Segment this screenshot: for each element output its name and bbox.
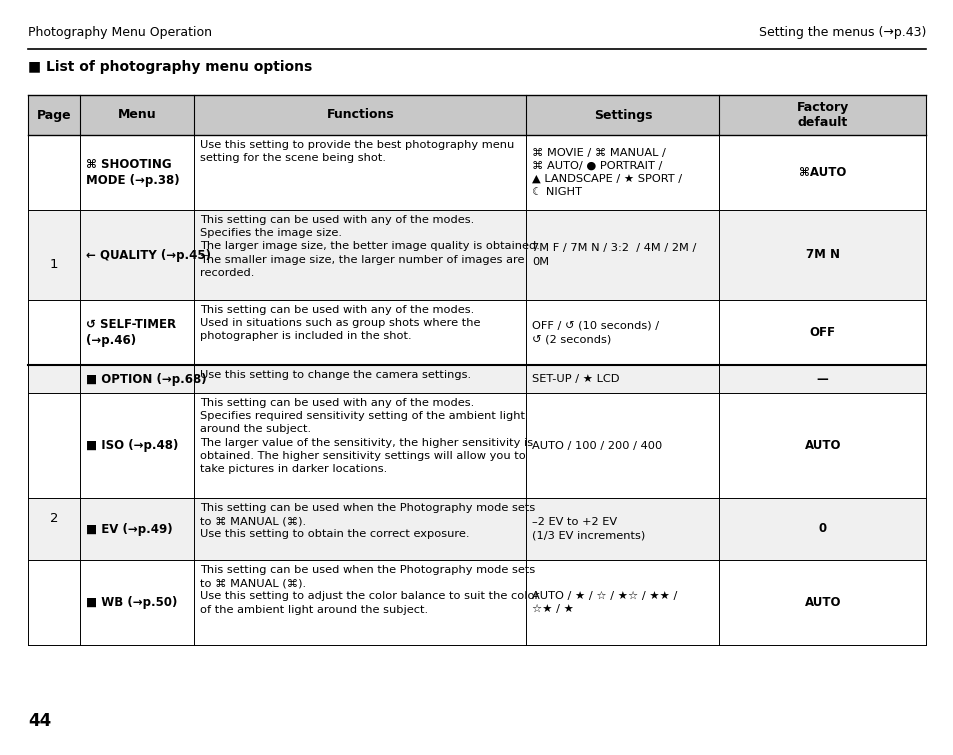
Text: This setting can be used with any of the modes.
Used in situations such as group: This setting can be used with any of the… xyxy=(200,305,480,341)
Text: ■ OPTION (→p.68): ■ OPTION (→p.68) xyxy=(86,372,207,386)
Bar xyxy=(28,135,925,210)
Text: Photography Menu Operation: Photography Menu Operation xyxy=(28,26,212,39)
Text: ← QUALITY (→p.45): ← QUALITY (→p.45) xyxy=(86,248,211,261)
Text: This setting can be used with any of the modes.
Specifies required sensitivity s: This setting can be used with any of the… xyxy=(200,398,533,474)
Text: AUTO / ★ / ☆ / ★☆ / ★★ /
☆★ / ★: AUTO / ★ / ☆ / ★☆ / ★★ / ☆★ / ★ xyxy=(532,591,677,614)
Text: ■ EV (→p.49): ■ EV (→p.49) xyxy=(86,522,172,535)
Bar xyxy=(28,300,925,365)
Text: ↺ SELF-TIMER
(→p.46): ↺ SELF-TIMER (→p.46) xyxy=(86,318,176,347)
Text: OFF / ↺ (10 seconds) /
↺ (2 seconds): OFF / ↺ (10 seconds) / ↺ (2 seconds) xyxy=(532,321,659,344)
Text: 0: 0 xyxy=(818,522,826,535)
Text: This setting can be used with any of the modes.
Specifies the image size.
The la: This setting can be used with any of the… xyxy=(200,215,539,278)
Text: 44: 44 xyxy=(28,712,51,730)
Text: Functions: Functions xyxy=(326,109,394,122)
Bar xyxy=(28,210,925,300)
Text: ■ List of photography menu options: ■ List of photography menu options xyxy=(28,60,312,74)
Text: ⌘ MOVIE / ⌘ MANUAL /
⌘ AUTO/ ● PORTRAIT /
▲ LANDSCAPE / ★ SPORT /
☾ NIGHT: ⌘ MOVIE / ⌘ MANUAL / ⌘ AUTO/ ● PORTRAIT … xyxy=(532,148,681,197)
Text: 7M F / 7M N / 3:2  / 4M / 2M /
0M: 7M F / 7M N / 3:2 / 4M / 2M / 0M xyxy=(532,243,696,267)
Text: 1: 1 xyxy=(50,257,58,270)
Text: AUTO / 100 / 200 / 400: AUTO / 100 / 200 / 400 xyxy=(532,440,662,451)
Text: This setting can be used when the Photography mode sets
to ⌘ MANUAL (⌘).
Use thi: This setting can be used when the Photog… xyxy=(200,565,538,615)
Text: 7M N: 7M N xyxy=(805,248,839,261)
Text: –2 EV to +2 EV
(1/3 EV increments): –2 EV to +2 EV (1/3 EV increments) xyxy=(532,517,645,541)
Text: Use this setting to change the camera settings.: Use this setting to change the camera se… xyxy=(200,370,471,380)
Text: 2: 2 xyxy=(50,513,58,525)
Text: ■ WB (→p.50): ■ WB (→p.50) xyxy=(86,596,177,609)
Text: Menu: Menu xyxy=(117,109,156,122)
Bar xyxy=(28,95,925,135)
Text: —: — xyxy=(816,372,828,386)
Text: This setting can be used when the Photography mode sets
to ⌘ MANUAL (⌘).
Use thi: This setting can be used when the Photog… xyxy=(200,503,535,539)
Text: Settings: Settings xyxy=(593,109,652,122)
Text: AUTO: AUTO xyxy=(803,596,841,609)
Text: ■ ISO (→p.48): ■ ISO (→p.48) xyxy=(86,439,178,452)
Text: OFF: OFF xyxy=(809,326,835,339)
Bar xyxy=(28,393,925,498)
Text: Use this setting to provide the best photography menu
setting for the scene bein: Use this setting to provide the best pho… xyxy=(200,140,514,163)
Text: SET-UP / ★ LCD: SET-UP / ★ LCD xyxy=(532,374,619,384)
Bar xyxy=(28,560,925,645)
Text: ⌘AUTO: ⌘AUTO xyxy=(799,166,845,179)
Bar xyxy=(28,365,925,393)
Text: Setting the menus (→p.43): Setting the menus (→p.43) xyxy=(758,26,925,39)
Text: ⌘ SHOOTING
MODE (→p.38): ⌘ SHOOTING MODE (→p.38) xyxy=(86,158,179,187)
Text: AUTO: AUTO xyxy=(803,439,841,452)
Text: Factory
default: Factory default xyxy=(796,100,848,130)
Text: Page: Page xyxy=(37,109,71,122)
Bar xyxy=(28,498,925,560)
